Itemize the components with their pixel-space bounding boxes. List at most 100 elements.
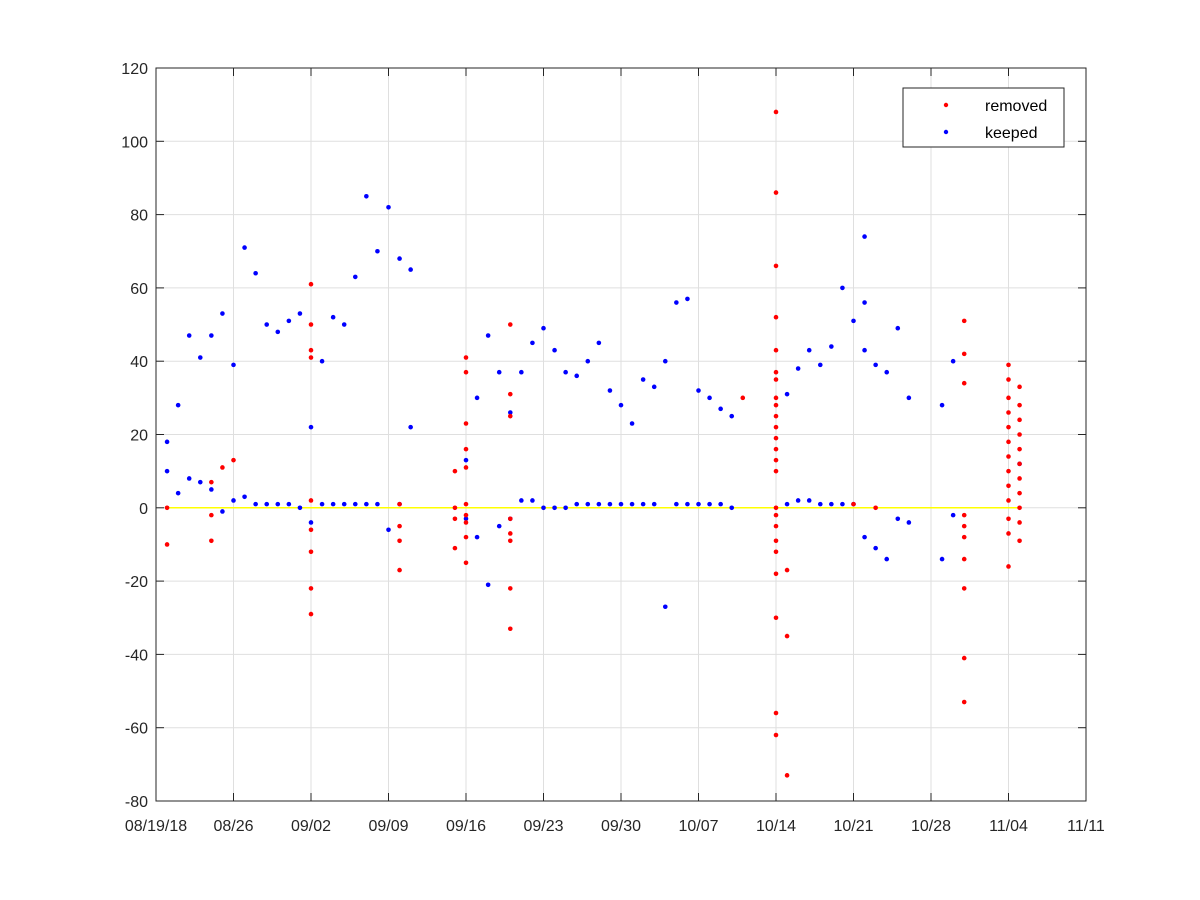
point-removed: [308, 586, 314, 591]
point-keeped: [585, 358, 591, 364]
axis-ticks: 08/19/18 08/26 09/02 09/09 09/16 09/23 09/30 10…: [121, 61, 1105, 835]
point-keeped: [840, 501, 845, 507]
point-removed: [851, 501, 856, 507]
point-removed: [773, 523, 779, 529]
point-keeped: [618, 501, 624, 507]
point-keeped: [197, 479, 203, 485]
point-keeped: [541, 505, 546, 511]
point-keeped: [851, 318, 856, 324]
point-keeped: [530, 498, 535, 503]
point-keeped: [806, 347, 812, 353]
point-keeped: [873, 545, 878, 551]
point-keeped: [884, 556, 890, 562]
point-keeped: [496, 369, 502, 375]
point-keeped: [242, 245, 247, 250]
point-removed: [507, 516, 513, 522]
point-keeped: [375, 501, 380, 507]
legend-label-removed: removed: [985, 98, 1047, 115]
point-keeped: [939, 556, 945, 562]
point-removed: [507, 391, 513, 397]
point-keeped: [541, 325, 546, 331]
point-removed: [773, 395, 779, 401]
x-tick-label: 11/11: [1067, 818, 1105, 835]
point-removed: [1006, 516, 1011, 522]
point-keeped: [552, 347, 557, 353]
point-removed: [463, 560, 469, 566]
point-removed: [1006, 439, 1011, 445]
point-keeped: [662, 604, 668, 610]
point-removed: [308, 347, 314, 353]
point-removed: [1006, 468, 1011, 474]
point-removed: [1006, 531, 1011, 536]
point-removed: [961, 655, 967, 661]
point-removed: [773, 263, 779, 269]
point-keeped: [607, 388, 613, 393]
point-removed: [463, 446, 469, 452]
point-keeped: [474, 534, 480, 540]
point-removed: [773, 402, 779, 408]
point-removed: [164, 542, 170, 547]
point-removed: [452, 505, 458, 511]
point-removed: [463, 520, 469, 525]
point-removed: [507, 626, 513, 632]
point-removed: [773, 369, 779, 375]
point-removed: [220, 465, 225, 470]
point-removed: [308, 322, 314, 327]
point-removed: [1017, 476, 1022, 481]
point-keeped: [563, 505, 568, 511]
point-keeped: [463, 457, 469, 463]
point-keeped: [197, 355, 203, 360]
legend: removed keeped: [902, 87, 1065, 148]
point-keeped: [906, 395, 912, 401]
point-keeped: [696, 388, 701, 393]
point-removed: [1017, 432, 1022, 437]
point-keeped: [640, 501, 646, 507]
point-keeped: [817, 362, 823, 368]
point-removed: [1006, 483, 1011, 489]
point-removed: [308, 527, 314, 533]
point-keeped: [950, 358, 956, 364]
point-removed: [308, 281, 314, 287]
point-keeped: [662, 358, 668, 364]
point-keeped: [829, 344, 834, 349]
x-tick-label: 10/07: [678, 818, 718, 835]
point-keeped: [364, 193, 369, 199]
point-keeped: [563, 369, 568, 375]
point-keeped: [341, 322, 347, 327]
point-keeped: [574, 501, 580, 507]
y-tick-label: 40: [130, 354, 148, 371]
x-tick-label: 09/09: [368, 818, 408, 835]
point-keeped: [795, 366, 801, 371]
point-removed: [231, 457, 236, 463]
point-removed: [1006, 564, 1011, 569]
point-keeped: [186, 333, 192, 338]
point-removed: [773, 505, 779, 511]
point-keeped: [485, 333, 491, 338]
point-keeped: [651, 384, 657, 390]
point-keeped: [862, 534, 867, 540]
point-keeped: [231, 362, 236, 368]
point-removed: [773, 512, 779, 518]
point-removed: [961, 380, 967, 386]
point-keeped: [718, 501, 723, 507]
point-removed: [1017, 417, 1022, 423]
point-removed: [1006, 362, 1011, 368]
point-removed: [507, 586, 513, 591]
point-keeped: [806, 498, 812, 503]
point-keeped: [585, 501, 591, 507]
legend-box: [902, 87, 1065, 148]
point-removed: [463, 369, 469, 375]
point-keeped: [618, 402, 624, 408]
point-keeped: [364, 501, 369, 507]
point-keeped: [264, 322, 270, 327]
point-keeped: [175, 402, 181, 408]
point-keeped: [496, 523, 502, 529]
x-tick-label: 08/26: [213, 818, 253, 835]
x-tick-label: 10/28: [911, 818, 951, 835]
point-removed: [308, 549, 314, 555]
point-removed: [773, 377, 779, 382]
point-removed: [308, 611, 314, 617]
point-removed: [1006, 410, 1011, 415]
x-tick-label: 09/23: [523, 818, 563, 835]
point-removed: [1017, 538, 1022, 544]
